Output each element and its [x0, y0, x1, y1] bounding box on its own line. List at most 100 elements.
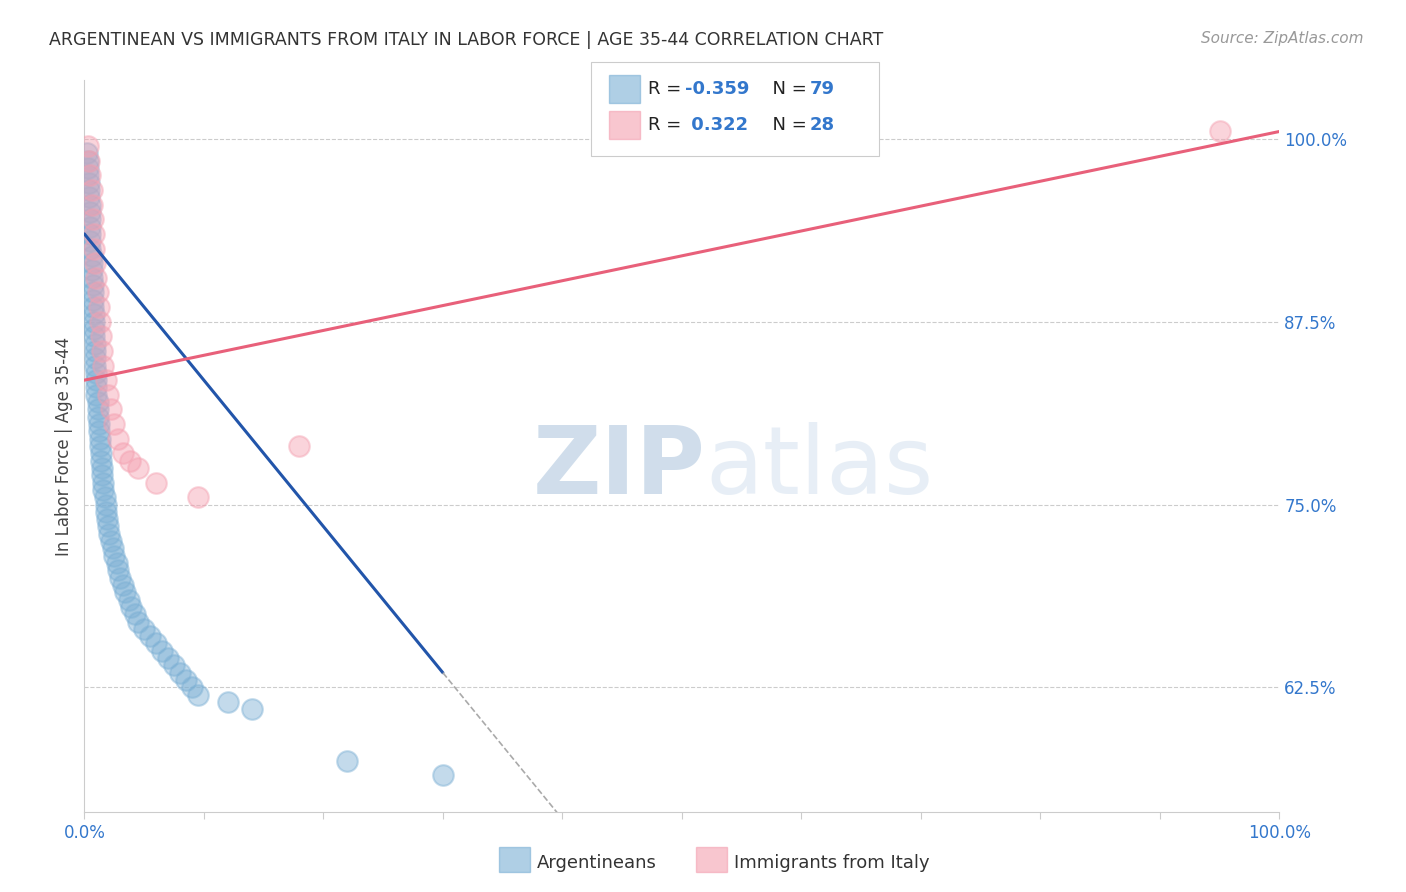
Point	[169, 665, 191, 680]
Point	[217, 695, 239, 709]
Point	[91, 461, 114, 475]
Point	[83, 329, 105, 343]
Point	[90, 329, 112, 343]
Text: N =: N =	[761, 80, 813, 98]
Point	[84, 359, 107, 373]
Point	[97, 388, 120, 402]
Point	[80, 183, 103, 197]
Point	[107, 432, 129, 446]
Point	[79, 227, 101, 241]
Point	[82, 300, 104, 314]
Text: atlas: atlas	[706, 422, 934, 514]
Point	[87, 425, 110, 439]
Point	[114, 585, 136, 599]
Point	[127, 615, 149, 629]
Point	[89, 432, 111, 446]
Point	[110, 571, 132, 585]
Point	[163, 658, 186, 673]
Point	[86, 395, 108, 409]
Point	[93, 483, 115, 497]
Point	[80, 263, 103, 277]
Point	[83, 227, 105, 241]
Point	[145, 636, 167, 650]
Point	[82, 293, 104, 307]
Point	[145, 475, 167, 490]
Point	[79, 219, 101, 234]
Point	[288, 439, 311, 453]
Text: Argentineans: Argentineans	[537, 854, 657, 871]
Point	[86, 373, 108, 387]
Point	[117, 592, 139, 607]
Point	[77, 161, 100, 175]
Point	[1209, 124, 1232, 138]
Point	[336, 754, 359, 768]
Point	[86, 402, 108, 417]
Point	[105, 556, 128, 570]
Point	[181, 681, 204, 695]
Point	[87, 300, 110, 314]
Point	[86, 380, 108, 394]
Point	[76, 146, 98, 161]
Text: R =: R =	[648, 116, 688, 134]
Point	[94, 498, 117, 512]
Point	[82, 278, 104, 293]
Point	[83, 307, 105, 321]
Point	[77, 190, 100, 204]
Point	[79, 242, 101, 256]
Text: 79: 79	[810, 80, 835, 98]
Point	[89, 439, 111, 453]
Point	[100, 402, 122, 417]
Point	[103, 549, 125, 563]
Point	[82, 285, 104, 300]
Point	[96, 512, 118, 526]
Point	[132, 622, 156, 636]
Point	[83, 315, 105, 329]
Text: -0.359: -0.359	[685, 80, 749, 98]
Point	[118, 453, 141, 467]
Text: 28: 28	[810, 116, 835, 134]
Text: ZIP: ZIP	[533, 422, 706, 514]
Point	[79, 212, 101, 227]
Point	[103, 417, 125, 431]
Point	[79, 197, 101, 211]
Point	[94, 505, 117, 519]
Text: R =: R =	[648, 80, 688, 98]
Point	[80, 270, 103, 285]
Point	[98, 526, 121, 541]
Text: Immigrants from Italy: Immigrants from Italy	[734, 854, 929, 871]
Point	[77, 153, 100, 168]
Point	[79, 234, 101, 248]
Text: Source: ZipAtlas.com: Source: ZipAtlas.com	[1201, 31, 1364, 46]
Point	[91, 468, 114, 483]
Point	[432, 768, 454, 782]
Point	[150, 644, 173, 658]
Point	[83, 322, 105, 336]
Point	[240, 702, 263, 716]
Point	[80, 249, 103, 263]
Point	[90, 446, 112, 460]
Point	[174, 673, 197, 687]
Point	[111, 578, 134, 592]
Point	[84, 256, 107, 270]
Point	[79, 169, 101, 183]
Point	[107, 563, 129, 577]
Point	[77, 153, 100, 168]
Point	[84, 343, 107, 358]
Point	[120, 599, 142, 614]
Y-axis label: In Labor Force | Age 35-44: In Labor Force | Age 35-44	[55, 336, 73, 556]
Point	[91, 343, 114, 358]
Point	[97, 519, 120, 533]
Point	[93, 490, 115, 504]
Point	[187, 688, 209, 702]
Point	[93, 475, 115, 490]
Point	[93, 359, 115, 373]
Point	[127, 461, 149, 475]
Point	[79, 205, 101, 219]
Point	[86, 409, 108, 424]
Point	[80, 197, 103, 211]
Point	[86, 366, 108, 380]
Text: ARGENTINEAN VS IMMIGRANTS FROM ITALY IN LABOR FORCE | AGE 35-44 CORRELATION CHAR: ARGENTINEAN VS IMMIGRANTS FROM ITALY IN …	[49, 31, 883, 49]
Point	[124, 607, 146, 622]
Point	[86, 285, 108, 300]
Point	[139, 629, 162, 643]
